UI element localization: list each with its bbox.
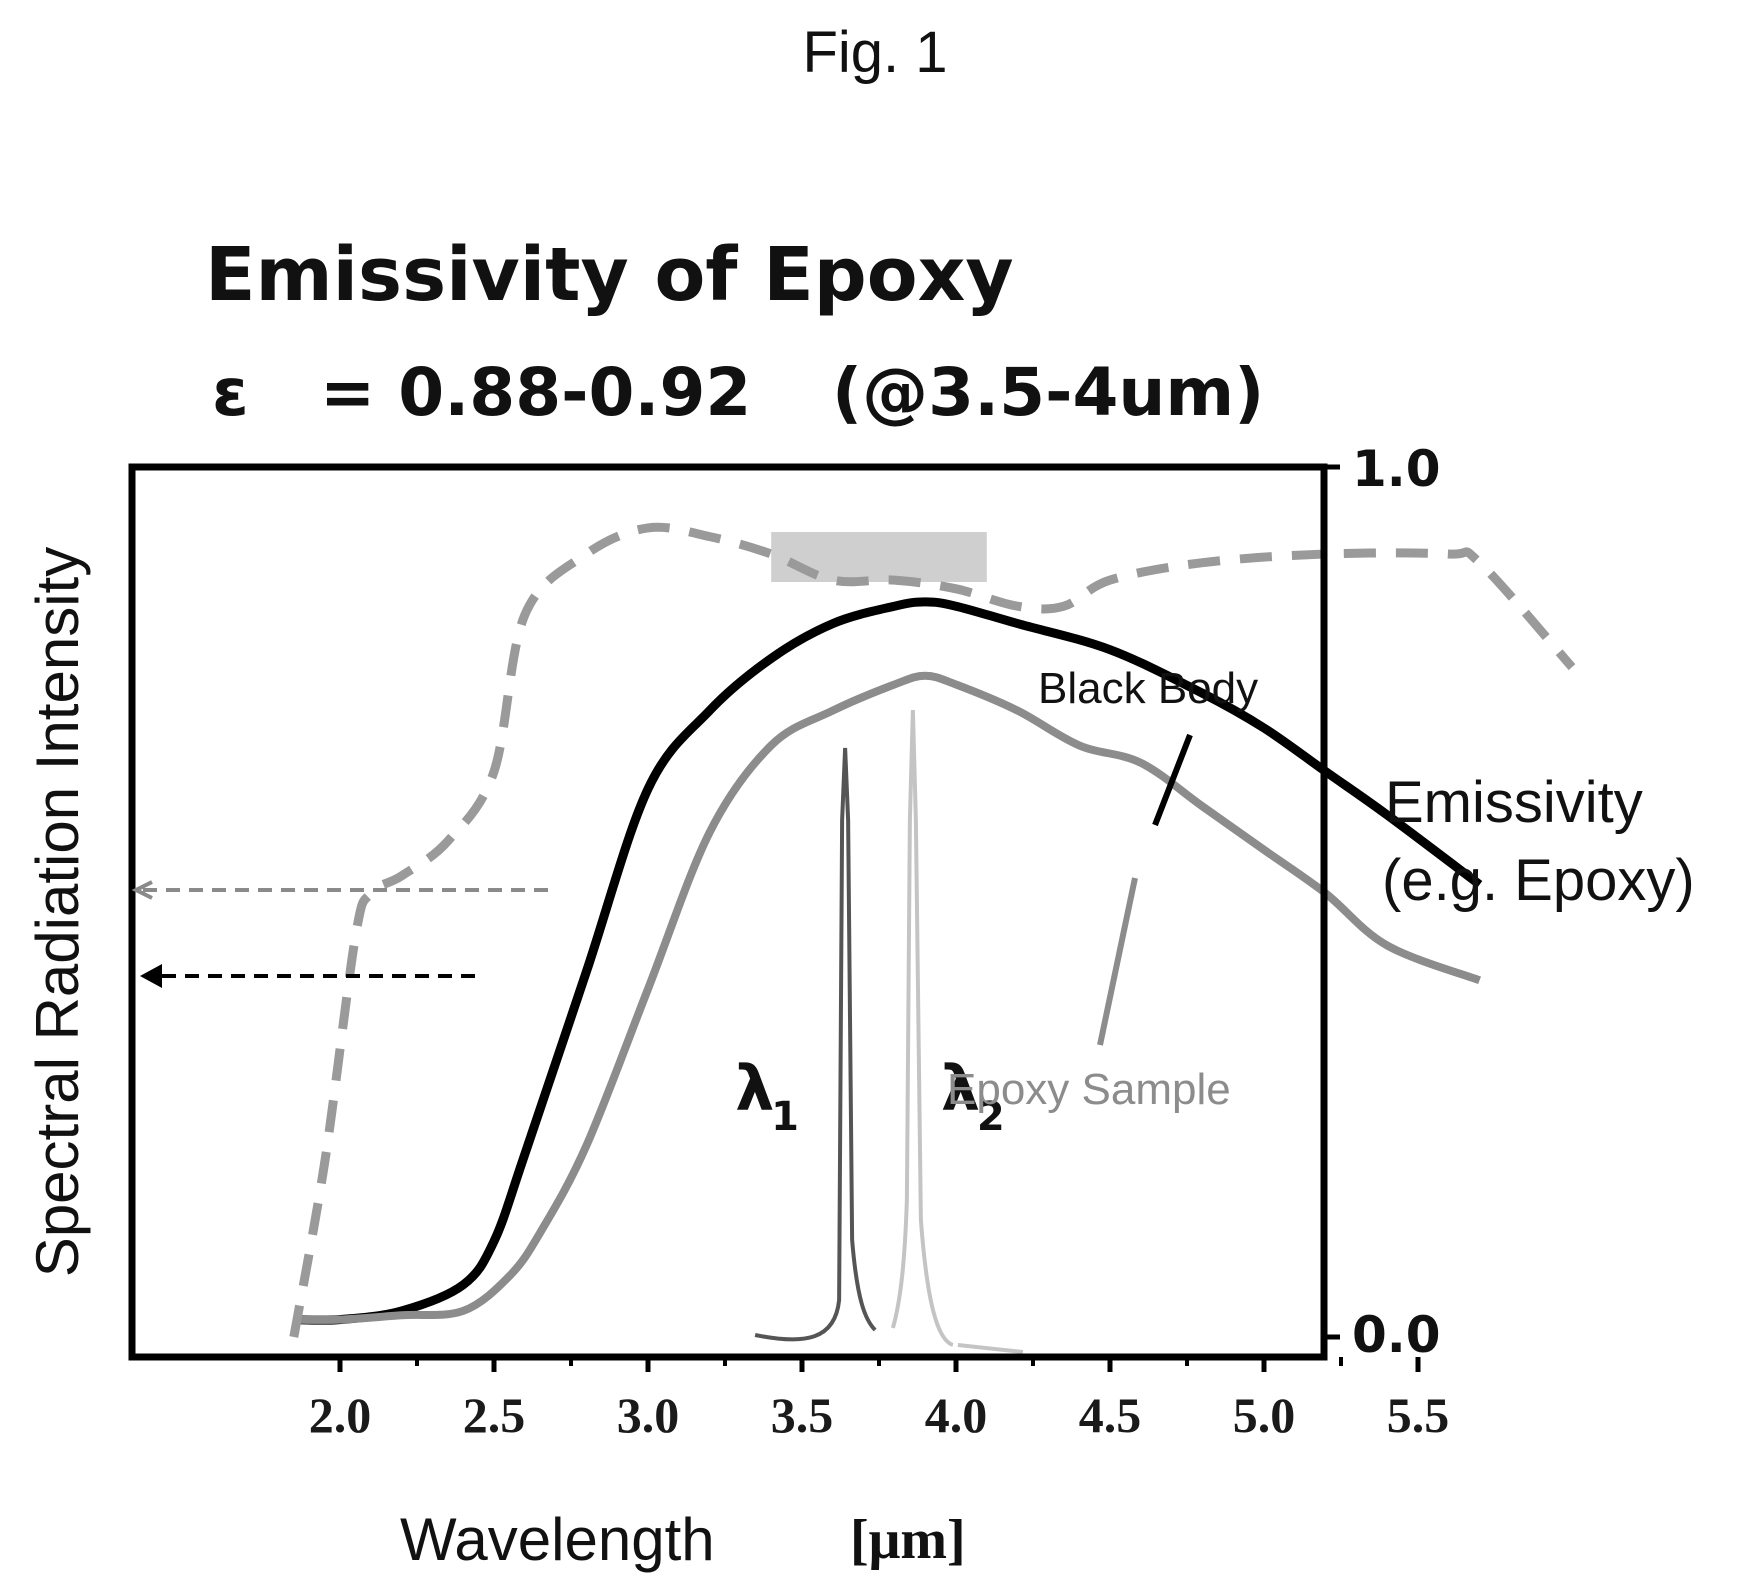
x-tick-label-4.5: 4.5 — [1079, 1387, 1142, 1443]
chart-title: Emissivity of Epoxy — [205, 232, 1014, 318]
x-axis-title: Wavelength — [400, 1506, 715, 1573]
epsilon-symbol: ε — [212, 354, 249, 431]
y-axis-title: Spectral Radiation Intensity — [24, 547, 91, 1277]
arrows — [131, 880, 548, 988]
peak-1-line — [754, 747, 877, 1342]
peak-2-subscript: 2 — [977, 1094, 1005, 1140]
emissivity-label-line1: Emissivity — [1385, 770, 1643, 835]
x-tick-label-2.5: 2.5 — [463, 1387, 526, 1443]
peak-2-label: λ — [941, 1052, 980, 1125]
plot-lines — [289, 522, 1576, 1338]
epsilon-value: = 0.88-0.92 — [320, 354, 751, 431]
epoxy-sample-curve — [293, 671, 1482, 1324]
x-tick-label-5.0: 5.0 — [1233, 1387, 1296, 1443]
black-body-label: Black Body — [1038, 664, 1258, 713]
right-tick-1.0: 1.0 — [1352, 440, 1441, 498]
epoxy-sample-leader — [1097, 877, 1138, 1046]
right-tick-0.0: 0.0 — [1352, 1306, 1441, 1364]
figure-label: Fig. 1 — [802, 20, 947, 85]
peak-1-label: λ — [735, 1052, 774, 1125]
annotations: Black Body Epoxy Sample Emissivity (e.g.… — [947, 664, 1695, 1114]
x-axis-unit: [μm] — [850, 1509, 966, 1571]
epsilon-range: (@3.5-4um) — [832, 354, 1264, 431]
x-tick-label-3.0: 3.0 — [617, 1387, 680, 1443]
highlight-band — [771, 532, 987, 582]
peaks: λ1 λ2 — [735, 709, 1024, 1354]
plot-frame — [128, 463, 1328, 1361]
x-tick-label-3.5: 3.5 — [771, 1387, 834, 1443]
emissivity-label-line2: (e.g. Epoxy) — [1382, 848, 1695, 913]
black-body-curve — [293, 597, 1483, 1325]
black-body-leader — [1152, 733, 1193, 827]
emissivity-curve — [289, 522, 1576, 1338]
peak-2-line — [890, 709, 1024, 1354]
peak-1-subscript: 1 — [771, 1094, 799, 1140]
x-tick-label-5.5: 5.5 — [1387, 1387, 1450, 1443]
x-tick-label-4.0: 4.0 — [925, 1387, 988, 1443]
right-axis-ticks: 1.0 0.0 — [1324, 440, 1441, 1364]
x-tick-label-2.0: 2.0 — [309, 1387, 372, 1443]
epoxy-sample-label: Epoxy Sample — [947, 1065, 1231, 1114]
x-ticks: 2.0 2.5 3.0 3.5 4.0 4.5 5.0 5.5 — [309, 1357, 1450, 1443]
x-axis-label: Wavelength [μm] — [400, 1506, 966, 1573]
